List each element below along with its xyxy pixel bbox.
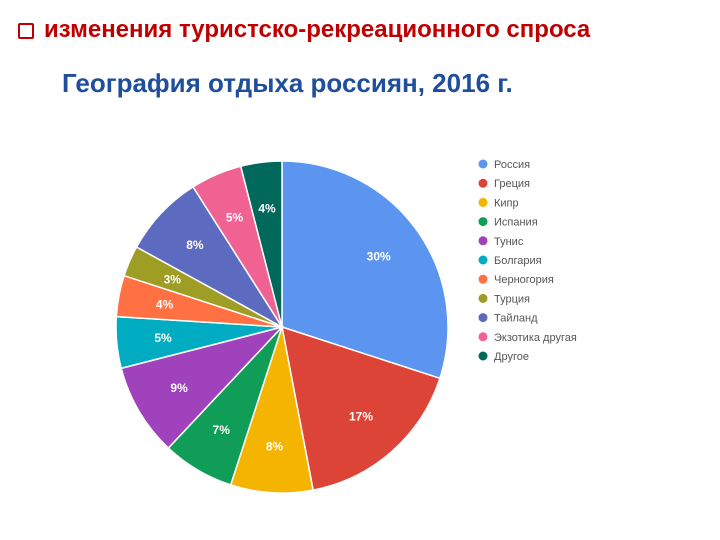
slice-label: 5% <box>226 210 244 224</box>
slice-label: 8% <box>186 238 204 252</box>
legend-marker-6 <box>478 274 488 284</box>
legend-marker-5 <box>478 255 488 265</box>
legend-marker-9 <box>478 332 488 342</box>
legend-marker-7 <box>478 293 488 303</box>
slice-label: 4% <box>156 298 174 312</box>
pie-slice-0 <box>281 160 449 380</box>
chart-subtitle: География отдыха россиян, 2016 г. <box>62 68 513 98</box>
slice-label: 7% <box>213 423 231 437</box>
checkbox-icon <box>18 23 34 39</box>
legend-marker-4 <box>478 236 488 246</box>
slice-label: 17% <box>349 410 373 424</box>
legend-label: Кипр <box>494 197 519 209</box>
heading-text: изменения туристско-рекреационного спрос… <box>44 16 591 43</box>
legend-label: Другое <box>494 351 529 363</box>
slice-label: 30% <box>367 250 391 264</box>
slice-label: 8% <box>266 439 284 453</box>
pie-slice-10 <box>239 160 283 328</box>
legend-marker-0 <box>478 159 488 169</box>
legend-label: Тайланд <box>494 313 538 325</box>
pie-labels: 30% 17% 8% 7% 9% 5% 4% 3% 8% 5% 4% <box>154 201 391 453</box>
pie-slices <box>115 160 449 494</box>
legend-marker-2 <box>478 197 488 207</box>
legend-marker-8 <box>478 313 488 323</box>
pie-slice-1 <box>281 325 441 491</box>
legend-label: Тунис <box>494 236 524 248</box>
pie-slice-4 <box>120 325 285 450</box>
legend-marker-1 <box>478 178 488 188</box>
slice-label: 3% <box>164 273 182 287</box>
slide-heading: изменения туристско-рекреационного спрос… <box>18 16 590 44</box>
legend-label: Россия <box>494 159 530 171</box>
legend-label: Греция <box>494 178 530 190</box>
legend-label: Экзотика другая <box>494 332 577 344</box>
legend-marker-10 <box>478 351 488 361</box>
legend-marker-3 <box>478 217 488 227</box>
legend-label: Черногория <box>494 274 554 286</box>
slice-label: 9% <box>170 381 188 395</box>
chart-legend: Россия Греция Кипр Испания Тунис Болгария Черн… <box>478 159 577 363</box>
legend-label: Турция <box>494 293 530 305</box>
slice-label: 5% <box>154 331 172 345</box>
slice-label: 4% <box>258 201 276 215</box>
legend-label: Испания <box>494 217 538 229</box>
legend-label: Болгария <box>494 255 542 267</box>
